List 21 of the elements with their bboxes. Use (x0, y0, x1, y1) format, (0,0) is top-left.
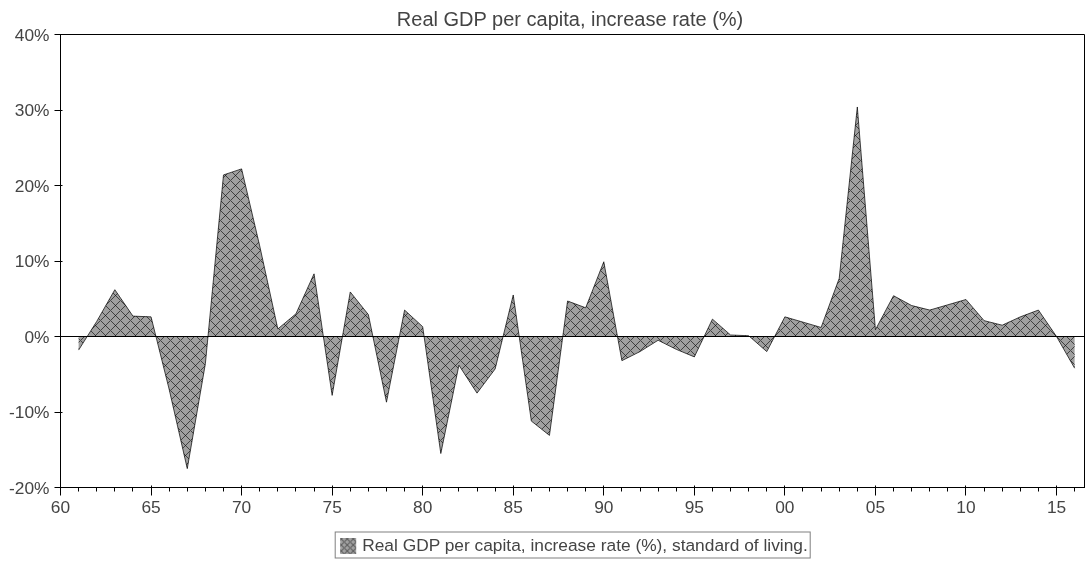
x-tick-label: 10 (956, 496, 976, 517)
y-tick-label: 30% (14, 100, 50, 120)
x-tick-label: 15 (1046, 496, 1067, 517)
x-tick-label: 05 (865, 496, 886, 517)
x-tick-label: 70 (231, 496, 252, 517)
y-tick-label: 40% (14, 24, 50, 45)
y-tick-label: 0% (24, 326, 50, 347)
x-tick-label: 80 (413, 496, 433, 517)
x-tick-label: 75 (322, 496, 342, 517)
y-tick-label: 10% (14, 251, 50, 271)
x-tick-label: 90 (594, 496, 614, 517)
x-tick-label: 60 (50, 496, 71, 517)
x-tick-label: 00 (775, 496, 795, 517)
chart-title: Real GDP per capita, increase rate (%) (396, 7, 744, 30)
y-tick-label: 20% (14, 175, 50, 196)
y-tick-label: -20% (9, 477, 50, 498)
x-tick-label: 95 (684, 496, 704, 517)
y-tick-label: -10% (9, 402, 50, 422)
legend-label: Real GDP per capita, increase rate (%), standard of living. (362, 534, 808, 556)
x-tick-label: 65 (141, 496, 161, 517)
x-tick-label: 85 (503, 496, 523, 517)
